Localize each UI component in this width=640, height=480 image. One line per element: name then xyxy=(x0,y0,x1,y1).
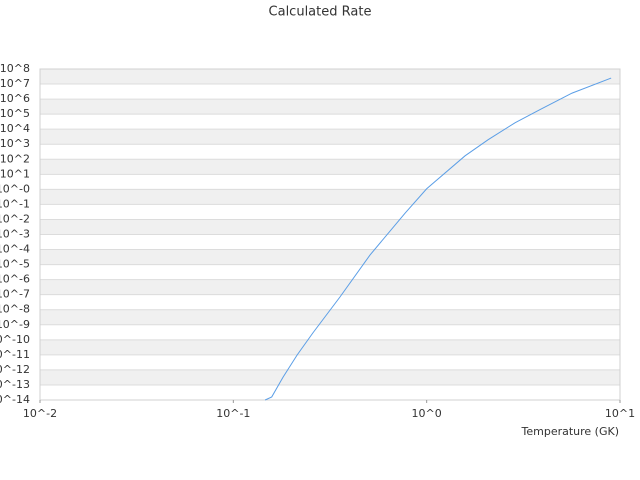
grid-band xyxy=(40,354,620,370)
data-line xyxy=(264,77,612,401)
grid-band xyxy=(40,99,620,115)
y-tick-label: 10^5 xyxy=(0,107,30,120)
y-tick-label: 10^2 xyxy=(0,152,30,165)
y-tick-label: 10^-0 xyxy=(0,182,30,195)
y-tick-label: 10^-2 xyxy=(0,212,30,225)
grid-band xyxy=(40,264,620,280)
grid-band xyxy=(40,189,620,205)
grid-band xyxy=(40,369,620,385)
y-tick-label: 10^7 xyxy=(0,77,30,90)
grid-band xyxy=(40,339,620,355)
grid-band xyxy=(40,279,620,295)
x-tick-label: 10^-2 xyxy=(23,407,57,420)
y-tick-label: 10^-1 xyxy=(0,197,30,210)
grid-band xyxy=(40,174,620,190)
y-tick-label: 10^1 xyxy=(0,167,30,180)
x-tick-label: 10^-1 xyxy=(216,407,250,420)
y-tick-label: 10^-11 xyxy=(0,348,30,361)
grid-band xyxy=(40,129,620,145)
y-tick-label: 10^-4 xyxy=(0,243,30,256)
y-tick-label: 10^-8 xyxy=(0,303,30,316)
grid-band xyxy=(40,324,620,340)
y-tick-label: 10^-13 xyxy=(0,378,30,391)
y-tick-label: 10^-14 xyxy=(0,393,30,406)
grid-band xyxy=(40,249,620,265)
grid-band xyxy=(40,219,620,235)
x-tick-label: 10^0 xyxy=(412,407,442,420)
y-tick-label: 10^6 xyxy=(0,92,30,105)
y-tick-label: 10^-5 xyxy=(0,258,30,271)
grid-band xyxy=(40,204,620,220)
y-tick-label: 10^4 xyxy=(0,122,30,135)
grid-band xyxy=(40,69,620,85)
chart-title: Calculated Rate xyxy=(269,5,372,20)
y-tick-label: 10^3 xyxy=(0,137,30,150)
y-tick-label: 10^8 xyxy=(0,62,30,75)
y-tick-label: 10^-9 xyxy=(0,318,30,331)
y-tick-label: 10^-3 xyxy=(0,228,30,241)
y-tick-label: 10^-12 xyxy=(0,363,30,376)
grid-band xyxy=(40,234,620,250)
grid-band xyxy=(40,114,620,130)
grid-band xyxy=(40,84,620,100)
grid-band xyxy=(40,309,620,325)
grid-band xyxy=(40,384,620,400)
grid-band xyxy=(40,294,620,310)
y-tick-label: 10^-10 xyxy=(0,333,30,346)
y-tick-label: 10^-6 xyxy=(0,273,30,286)
y-tick-label: 10^-7 xyxy=(0,288,30,301)
x-axis-label: Temperature (GK) xyxy=(521,425,620,438)
plot-border xyxy=(39,68,621,401)
x-tick-label: 10^1 xyxy=(605,407,635,420)
grid-band xyxy=(40,159,620,175)
grid-band xyxy=(40,144,620,160)
